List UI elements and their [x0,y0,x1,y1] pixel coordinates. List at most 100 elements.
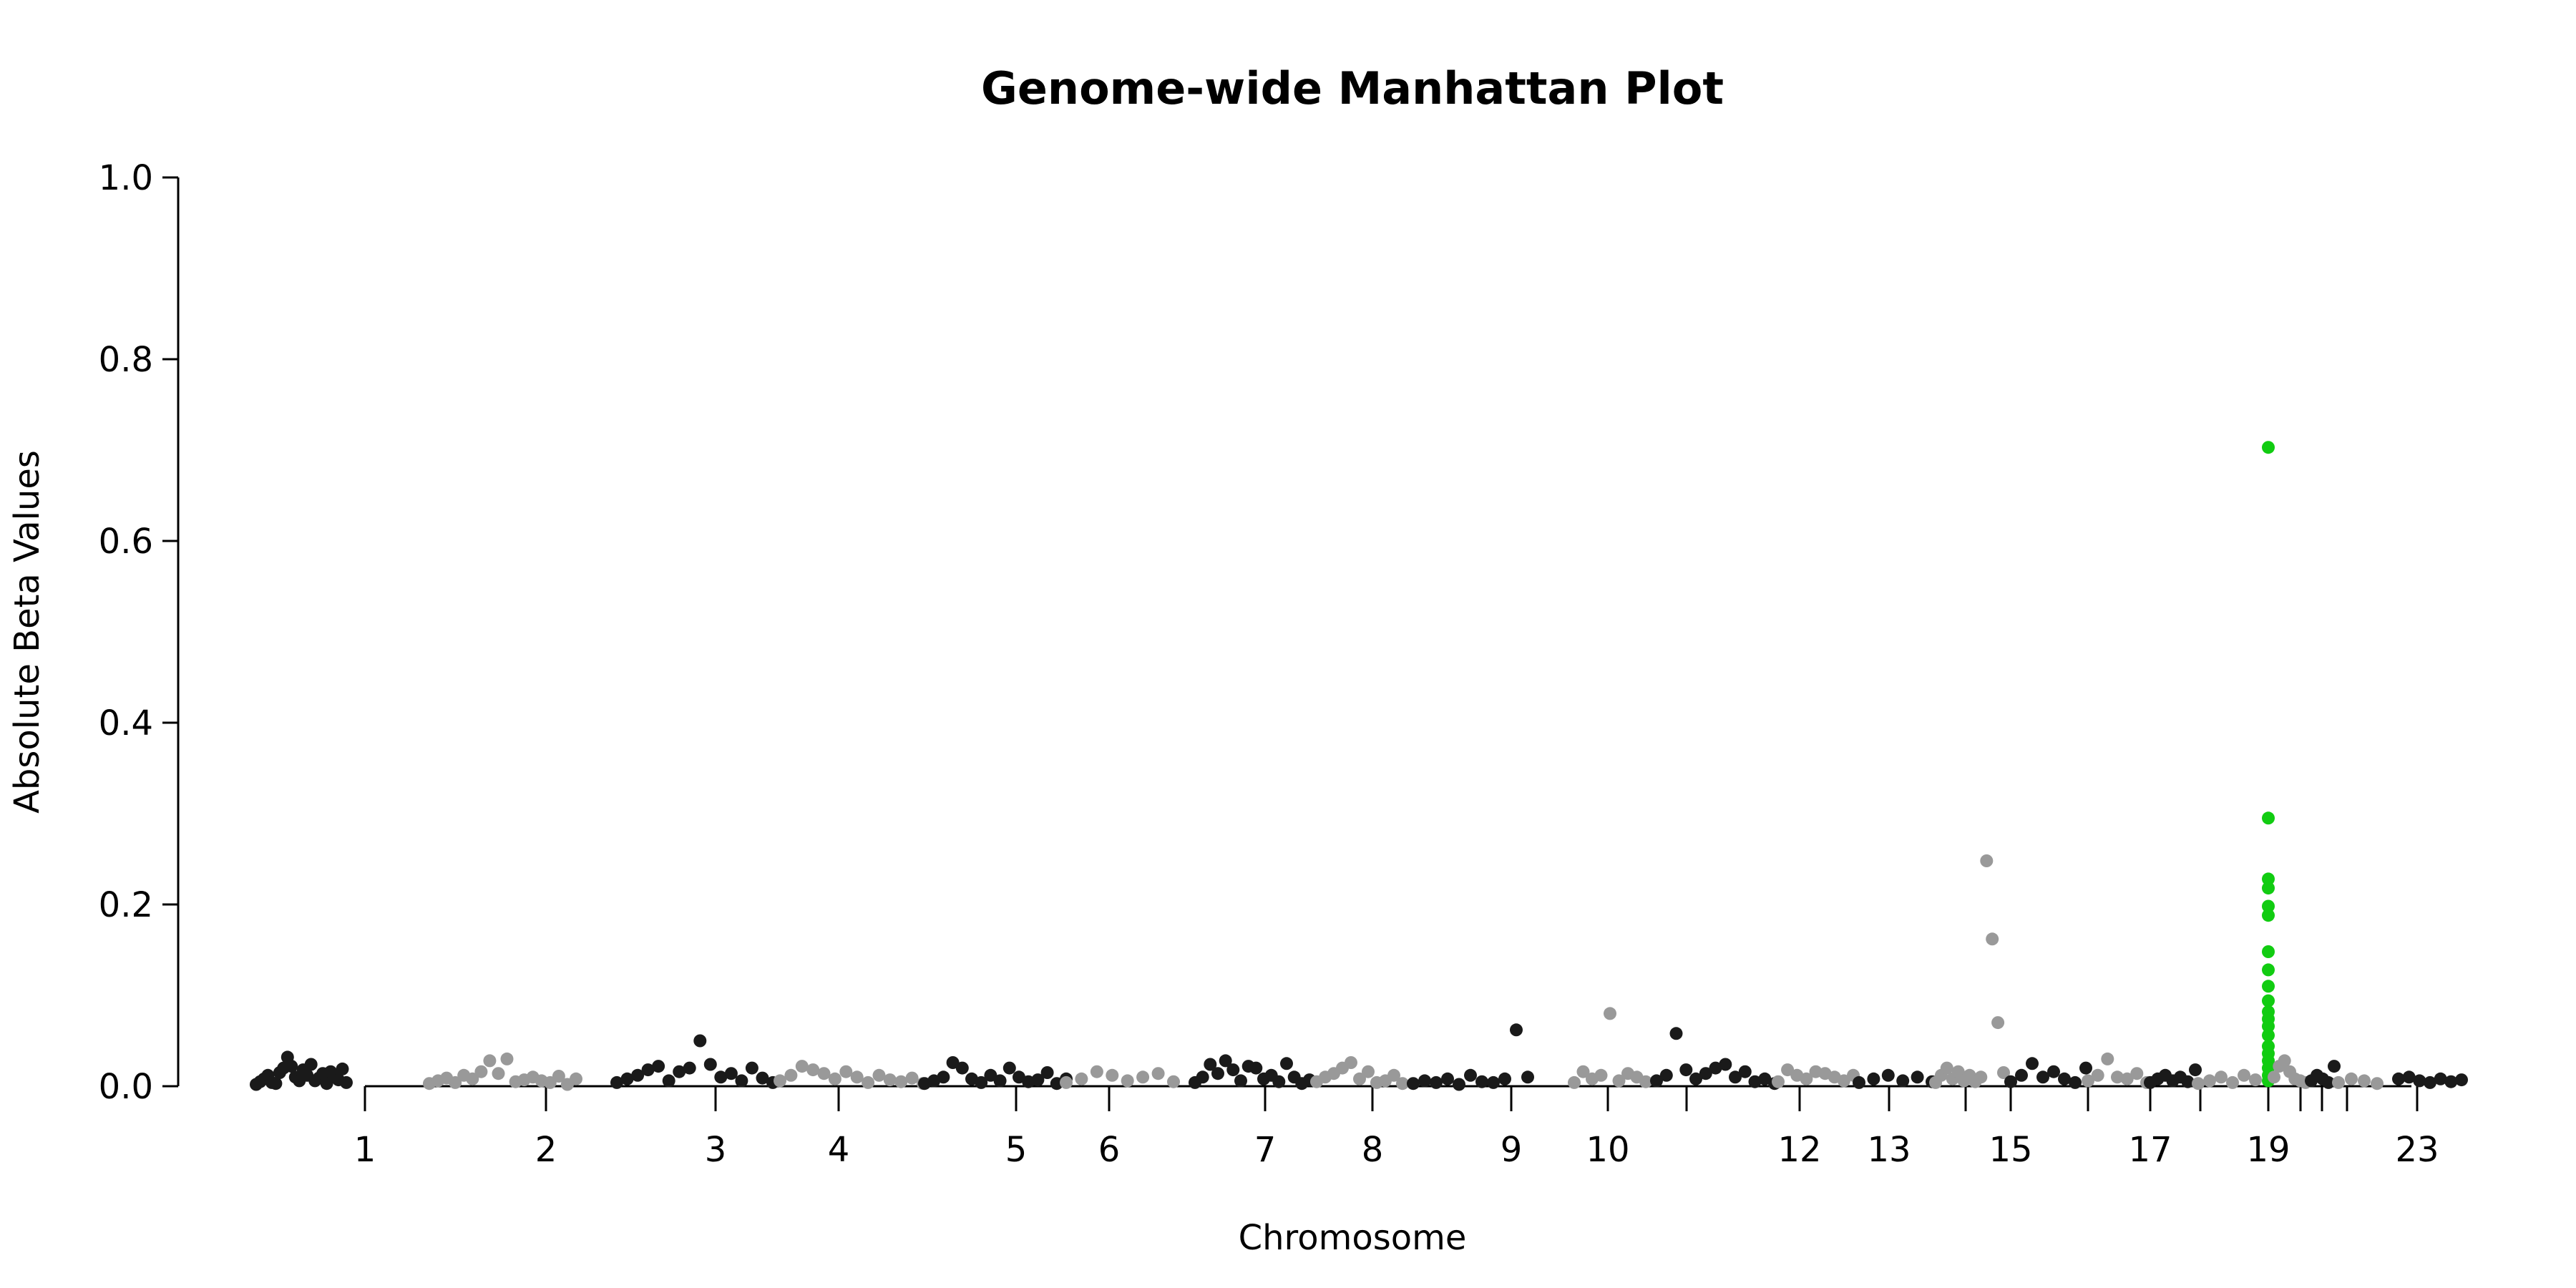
data-point-chr22 [2358,1074,2371,1088]
data-point-chr13 [1867,1072,1880,1085]
data-point-chr23 [2434,1072,2447,1085]
data-point-chr1 [336,1062,349,1075]
data-point-chr19 [2262,909,2275,922]
x-tick-label: 19 [2246,1130,2290,1170]
data-point-chr15 [2069,1075,2082,1089]
data-point-chr9 [1453,1078,1465,1091]
data-point-chr5 [1031,1073,1045,1087]
data-point-chr7 [1211,1067,1224,1080]
data-point-chr2 [449,1075,462,1089]
x-tick-label: 10 [1586,1130,1629,1170]
data-point-chr6 [1060,1075,1073,1089]
data-point-chr18 [2226,1075,2239,1089]
data-point-chr6 [1121,1074,1134,1088]
data-point-chr8 [1396,1077,1409,1091]
data-point-chr11 [1729,1070,1742,1084]
data-point-chr4 [795,1060,809,1073]
data-point-chr9 [1487,1075,1500,1089]
x-tick-label: 4 [828,1130,850,1170]
data-point-chr3 [683,1061,696,1075]
data-point-chr13 [1881,1068,1895,1082]
data-point-chr19 [2262,811,2275,825]
data-point-chr5 [955,1061,969,1075]
data-point-chr22 [2371,1077,2384,1091]
data-point-chr17 [2181,1075,2195,1088]
data-point-chr11 [1669,1027,1683,1040]
y-tick-label: 0.2 [99,885,153,925]
x-axis: 1 2 3 4 5 6 7 8 9 10 12 13 15 17 19 23 [354,1085,2439,1170]
data-point-chr3 [693,1034,707,1048]
x-tick-label: 9 [1501,1130,1523,1170]
data-point-chr19 [2262,441,2275,454]
data-point-chr3 [703,1058,717,1071]
data-point-chr8 [1362,1065,1375,1078]
data-point-chr7 [1249,1061,1263,1075]
data-point-chr19 [2262,882,2275,895]
data-point-chr18 [2192,1077,2205,1091]
data-point-chr21 [2328,1060,2341,1073]
data-point-chr1 [285,1060,298,1073]
data-point-chr9 [1407,1077,1420,1091]
data-point-chr23 [2402,1070,2416,1084]
y-axis: 0.0 0.2 0.4 0.6 0.8 1.0 [99,158,180,1107]
x-tick-label: 2 [535,1130,557,1170]
data-point-chr10 [1576,1065,1590,1078]
data-point-chr12 [1800,1072,1813,1085]
data-point-chr19 [2262,945,2275,958]
data-point-chr20 [2268,1070,2280,1084]
data-point-chr15 [2058,1072,2071,1085]
data-point-chr11 [1689,1072,1702,1085]
x-tick-label: 23 [2395,1130,2439,1170]
data-point-chr7 [1196,1070,1209,1084]
data-point-chr7 [1204,1058,1217,1071]
data-point-chr19 [2262,1020,2275,1033]
data-point-chr17 [2189,1063,2202,1077]
data-point-chr15 [2004,1075,2017,1088]
data-point-chr3 [620,1072,634,1085]
data-point-chr7 [1219,1054,1232,1068]
data-point-chr21 [2322,1075,2335,1089]
data-point-chr5 [1002,1061,1016,1075]
x-tick-label: 6 [1098,1130,1121,1170]
data-point-chr7 [1226,1063,1240,1077]
data-point-chr1 [269,1077,283,1091]
data-point-chr2 [552,1070,565,1083]
data-point-chr4 [872,1068,886,1082]
data-point-chr11 [1748,1075,1762,1088]
y-tick-label: 0.0 [99,1067,153,1107]
data-point-chr8 [1387,1068,1400,1082]
data-point-chr15 [2079,1061,2092,1075]
data-point-chr10 [1604,1007,1616,1020]
x-tick-label: 5 [1005,1130,1028,1170]
chart-title: Genome-wide Manhattan Plot [981,62,1724,114]
data-point-chr1 [340,1075,353,1089]
data-point-chr4 [862,1075,875,1089]
data-point-chr4 [850,1070,864,1084]
y-tick-label: 0.8 [99,340,153,380]
data-point-chr16 [2111,1070,2124,1084]
data-point-chr13 [1896,1074,1910,1088]
x-tick-label: 12 [1777,1130,1821,1170]
data-point-chr11 [1738,1065,1752,1078]
data-point-chr6 [1151,1067,1165,1080]
data-point-chr11 [1758,1072,1772,1085]
data-point-chr7 [1272,1075,1286,1088]
data-point-chr18 [2215,1070,2228,1084]
data-point-chr5 [937,1070,950,1084]
data-point-chr14 [1940,1061,1953,1075]
data-point-chr23 [2392,1072,2405,1085]
data-point-chr9 [1464,1068,1477,1082]
data-point-chr3 [714,1070,728,1084]
data-point-chr19 [2262,899,2275,913]
data-point-chr7 [1234,1074,1247,1088]
data-point-chr10 [1568,1075,1581,1089]
data-point-chr13 [1911,1070,1924,1084]
data-point-chr4 [839,1065,853,1078]
data-point-chr13 [1853,1075,1865,1089]
data-point-chr18 [2238,1068,2250,1082]
data-point-chr3 [631,1068,645,1082]
data-point-chr16 [2082,1074,2094,1088]
data-point-chr3 [735,1074,748,1088]
data-point-chr3 [610,1075,623,1089]
